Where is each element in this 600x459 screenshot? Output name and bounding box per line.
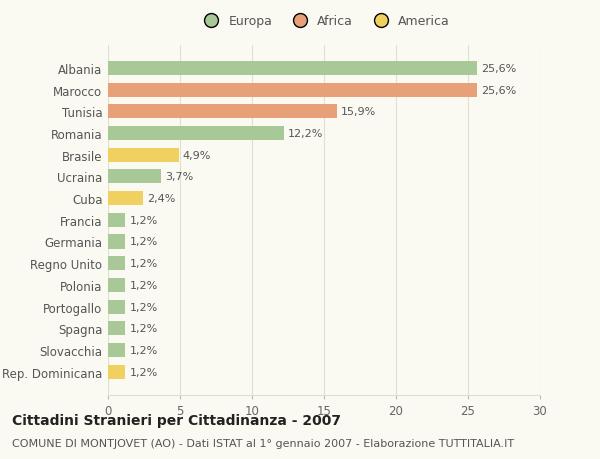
Text: 1,2%: 1,2% [130,367,158,377]
Bar [108,127,284,141]
Bar [108,300,125,314]
Text: 25,6%: 25,6% [481,64,516,74]
Text: 1,2%: 1,2% [130,237,158,247]
Bar [108,278,125,292]
Bar [108,105,337,119]
Text: Cittadini Stranieri per Cittadinanza - 2007: Cittadini Stranieri per Cittadinanza - 2… [12,413,341,427]
Bar [108,321,125,336]
Text: 1,2%: 1,2% [130,324,158,334]
Bar [108,148,179,162]
Legend: Europa, Africa, America: Europa, Africa, America [193,10,455,33]
Text: COMUNE DI MONTJOVET (AO) - Dati ISTAT al 1° gennaio 2007 - Elaborazione TUTTITAL: COMUNE DI MONTJOVET (AO) - Dati ISTAT al… [12,438,514,448]
Bar [108,257,125,271]
Bar [108,62,476,76]
Bar [108,365,125,379]
Bar [108,170,161,184]
Bar [108,192,143,206]
Text: 1,2%: 1,2% [130,302,158,312]
Text: 1,2%: 1,2% [130,215,158,225]
Text: 1,2%: 1,2% [130,258,158,269]
Bar [108,84,476,97]
Text: 3,7%: 3,7% [166,172,194,182]
Text: 15,9%: 15,9% [341,107,377,117]
Bar [108,235,125,249]
Bar [108,343,125,357]
Text: 1,2%: 1,2% [130,280,158,290]
Text: 4,9%: 4,9% [183,151,211,160]
Text: 12,2%: 12,2% [288,129,323,139]
Text: 25,6%: 25,6% [481,85,516,95]
Text: 1,2%: 1,2% [130,345,158,355]
Bar [108,213,125,227]
Text: 2,4%: 2,4% [147,194,175,204]
